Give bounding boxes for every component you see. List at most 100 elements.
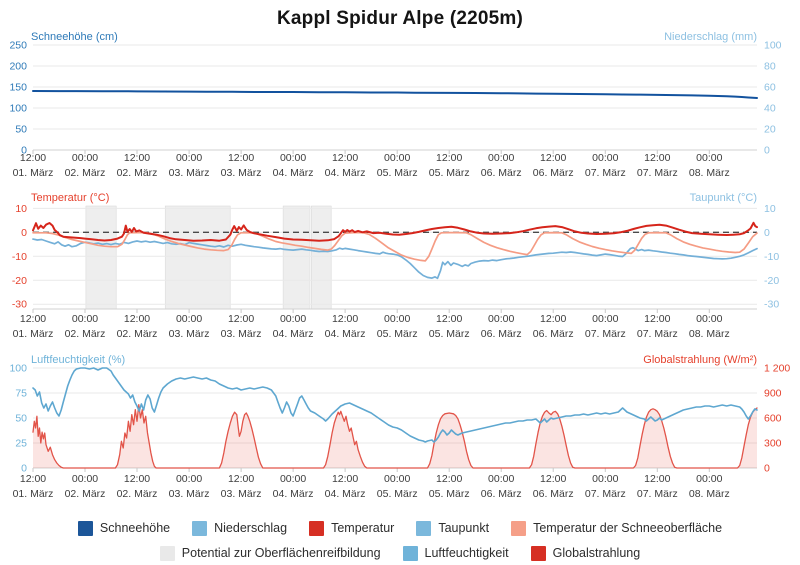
x-tick-date: 03. März <box>221 328 262 340</box>
legend-item-globalstrahlung[interactable]: Globalstrahlung <box>530 545 640 561</box>
right-axis-title: Globalstrahlung (W/m²) <box>643 354 757 366</box>
x-tick-time: 12:00 <box>644 473 670 485</box>
x-tick-date: 03. März <box>221 167 262 179</box>
right-axis-tick: 300 <box>764 438 782 450</box>
x-tick-date: 05. März <box>377 488 418 500</box>
right-axis-title: Taupunkt (°C) <box>690 192 757 204</box>
x-tick-date: 01. März <box>13 167 54 179</box>
x-tick-date: 05. März <box>429 488 470 500</box>
legend-row-1: Schneehöhe Niederschlag Temperatur Taupunkt… <box>0 518 800 538</box>
x-tick-time: 12:00 <box>228 152 254 164</box>
x-tick-date: 07. März <box>637 328 678 340</box>
x-tick-date: 07. März <box>637 167 678 179</box>
legend-swatch-globalstrahlung <box>530 545 546 561</box>
x-tick-time: 00:00 <box>384 313 410 325</box>
x-tick-time: 12:00 <box>332 152 358 164</box>
page-title: Kappl Spidur Alpe (2205m) <box>276 8 524 29</box>
x-tick-time: 12:00 <box>20 313 46 325</box>
x-tick-date: 03. März <box>169 167 210 179</box>
left-axis-title: Temperatur (°C) <box>31 192 109 204</box>
x-tick-time: 00:00 <box>72 473 98 485</box>
right-axis-tick: 0 <box>764 463 770 475</box>
series-line-taupunkt <box>32 238 758 280</box>
x-tick-time: 00:00 <box>280 313 306 325</box>
x-tick-time: 00:00 <box>384 473 410 485</box>
x-tick-time: 12:00 <box>540 313 566 325</box>
left-axis-tick: 50 <box>15 124 27 136</box>
left-axis-tick: 150 <box>9 82 27 94</box>
series-line-luftfeuchtigkeit <box>32 367 758 443</box>
x-tick-time: 00:00 <box>384 152 410 164</box>
legend-label: Potential zur Oberflächenreifbildung <box>181 546 381 560</box>
legend-item-temperatur-der-schneeoberfl-che[interactable]: Temperatur der Schneeoberfläche <box>511 520 723 536</box>
frost-potential-band <box>164 205 231 310</box>
x-tick-date: 06. März <box>481 328 522 340</box>
x-tick-date: 06. März <box>481 488 522 500</box>
legend-item-schneeh-he[interactable]: Schneehöhe <box>77 520 171 536</box>
legend-swatch-taupunkt <box>416 520 432 536</box>
x-tick-time: 12:00 <box>436 473 462 485</box>
right-axis-tick: -20 <box>764 275 779 287</box>
x-tick-date: 02. März <box>117 488 158 500</box>
legend-item-taupunkt[interactable]: Taupunkt <box>416 520 490 536</box>
series-line-schneeh-he <box>32 90 758 99</box>
x-tick-date: 06. März <box>481 167 522 179</box>
x-tick-time: 00:00 <box>280 152 306 164</box>
legend-item-temperatur[interactable]: Temperatur <box>309 520 395 536</box>
x-tick-date: 03. März <box>169 328 210 340</box>
left-axis-tick: 10 <box>15 203 27 215</box>
legend-swatch-luftfeuchtigkeit <box>402 545 418 561</box>
x-tick-time: 00:00 <box>696 473 722 485</box>
x-tick-time: 00:00 <box>592 152 618 164</box>
x-tick-time: 00:00 <box>488 473 514 485</box>
x-tick-time: 12:00 <box>644 313 670 325</box>
right-axis-tick: 20 <box>764 124 776 136</box>
frost-potential-band <box>282 205 311 310</box>
right-axis-tick: 80 <box>764 61 776 73</box>
x-tick-date: 02. März <box>65 167 106 179</box>
legend-label: Temperatur <box>331 521 395 535</box>
left-axis-tick: 100 <box>9 363 27 375</box>
x-tick-time: 00:00 <box>72 313 98 325</box>
right-axis-tick: 0 <box>764 227 770 239</box>
x-tick-date: 04. März <box>273 328 314 340</box>
x-tick-time: 12:00 <box>540 152 566 164</box>
x-tick-date: 05. März <box>429 328 470 340</box>
right-axis-tick: -10 <box>764 251 779 263</box>
frost-potential-band <box>85 205 117 310</box>
x-tick-time: 12:00 <box>124 152 150 164</box>
left-axis-tick: -30 <box>12 299 27 311</box>
legend-label: Taupunkt <box>438 521 490 535</box>
x-tick-time: 12:00 <box>20 152 46 164</box>
x-tick-time: 00:00 <box>488 313 514 325</box>
left-axis-tick: -10 <box>12 251 27 263</box>
x-tick-time: 00:00 <box>696 152 722 164</box>
right-axis-tick: 60 <box>764 82 776 94</box>
x-tick-time: 12:00 <box>20 473 46 485</box>
x-tick-date: 04. März <box>325 328 366 340</box>
legend-label: Schneehöhe <box>99 521 171 535</box>
x-tick-time: 00:00 <box>280 473 306 485</box>
x-tick-date: 02. März <box>65 488 106 500</box>
legend-item-potential-zur-oberfl-chenreifbildung[interactable]: Potential zur Oberflächenreifbildung <box>159 545 381 561</box>
x-tick-date: 01. März <box>13 488 54 500</box>
x-tick-time: 12:00 <box>436 152 462 164</box>
x-tick-time: 12:00 <box>644 152 670 164</box>
x-tick-time: 12:00 <box>540 473 566 485</box>
x-tick-time: 12:00 <box>332 313 358 325</box>
legend-label: Temperatur der Schneeoberfläche <box>533 521 723 535</box>
left-axis-tick: 200 <box>9 61 27 73</box>
series-line-globalstrahlung <box>32 404 758 469</box>
legend-swatch-temperatur <box>309 520 325 536</box>
right-axis-tick: 1 200 <box>764 363 790 375</box>
legend-item-niederschlag[interactable]: Niederschlag <box>192 520 287 536</box>
right-axis-tick: 100 <box>764 40 782 52</box>
legend-item-luftfeuchtigkeit[interactable]: Luftfeuchtigkeit <box>402 545 509 561</box>
x-tick-time: 00:00 <box>72 152 98 164</box>
right-axis-tick: 900 <box>764 388 782 400</box>
legend-swatch-niederschlag <box>192 520 208 536</box>
x-tick-time: 00:00 <box>176 313 202 325</box>
x-tick-date: 02. März <box>65 328 106 340</box>
